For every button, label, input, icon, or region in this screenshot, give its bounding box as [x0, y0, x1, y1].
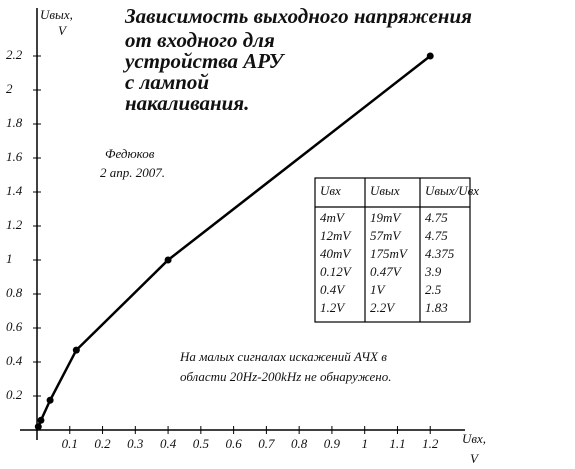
y-axis-label: Uвых, [40, 7, 73, 22]
x-tick-label: 0.4 [160, 436, 177, 451]
table-header: Uвх [320, 183, 341, 198]
point [46, 396, 54, 404]
note: области 20Hz-200kHz не обнаружено. [180, 369, 391, 384]
table-cell: 1.83 [425, 300, 448, 315]
y-tick-label: 0.4 [6, 353, 23, 368]
y-tick-label: 1.4 [6, 183, 23, 198]
point [426, 52, 434, 60]
y-axis-label: V [58, 23, 68, 38]
x-tick-label: 0.2 [94, 436, 111, 451]
x-tick-label: 0.6 [225, 436, 242, 451]
title-line: от входного для [125, 28, 275, 52]
table-cell: 0.4V [320, 282, 346, 297]
y-tick-label: 0.8 [6, 285, 23, 300]
table-cell: 40mV [320, 246, 352, 261]
title: Зависимость выходного напряжения от вход… [122, 4, 472, 115]
table-cell: 1.2V [320, 300, 346, 315]
x-tick-label: 0.9 [324, 436, 341, 451]
y-tick-label: 1.6 [6, 149, 23, 164]
x-tick-label: 0.1 [62, 436, 78, 451]
x-tick-label: 1.2 [422, 436, 439, 451]
table [314, 177, 471, 323]
y-tick-label: 1.8 [6, 115, 23, 130]
table-cell: 2.5 [425, 282, 442, 297]
x-tick-label: 0.3 [127, 436, 144, 451]
table-cell: 12mV [320, 228, 352, 243]
table-cell: 3.9 [424, 264, 442, 279]
title-line: Зависимость выходного напряжения [124, 4, 472, 28]
x-tick-label: 1 [361, 436, 368, 451]
y-tick-label: 0.6 [6, 319, 23, 334]
table-header: Uвых [370, 183, 400, 198]
note: На малых сигналах искажений АЧХ в [179, 349, 387, 364]
y-tick-label: 2.2 [6, 47, 23, 62]
x-tick-label: 0.5 [193, 436, 210, 451]
table-cell: 1V [370, 282, 387, 297]
date: 2 апр. 2007. [100, 165, 165, 180]
author: Федюков [105, 146, 155, 161]
title-line: накаливания. [125, 91, 249, 115]
point [72, 346, 80, 354]
table-cell: 4.75 [425, 228, 448, 243]
y-tick-label: 1.2 [6, 217, 23, 232]
x-axis-label: Uвх, [462, 431, 486, 446]
y-tick-label: 0.2 [6, 387, 23, 402]
table-cell: 57mV [370, 228, 402, 243]
table-cell: 4mV [320, 210, 346, 225]
table-cell: 175mV [370, 246, 409, 261]
table-cell: 0.12V [320, 264, 353, 279]
table-cell: 4.75 [425, 210, 448, 225]
table-header: Uвых/Uвх [425, 183, 479, 198]
x-tick-label: 0.7 [258, 436, 275, 451]
table-cell: 19mV [370, 210, 402, 225]
title-line: с лампой [125, 70, 209, 94]
point [164, 256, 172, 264]
y-tick-label: 1 [6, 251, 13, 266]
x-axis-label: V [470, 451, 480, 466]
table-cell: 2.2V [370, 300, 396, 315]
table-border [314, 177, 471, 323]
title-line: устройства АРУ [122, 49, 286, 73]
table-cell: 4.375 [425, 246, 455, 261]
x-tick-label: 0.8 [291, 436, 308, 451]
point [37, 416, 45, 424]
point [34, 423, 42, 431]
y-tick-label: 2 [6, 81, 13, 96]
x-tick-label: 1.1 [389, 436, 405, 451]
table-cell: 0.47V [370, 264, 403, 279]
